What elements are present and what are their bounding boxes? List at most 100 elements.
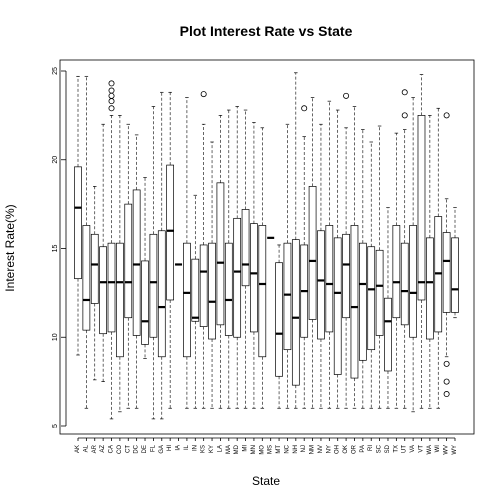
iqr-box-va: [409, 225, 417, 338]
x-tick-label-va: VA: [410, 445, 416, 453]
x-tick-label-al: AL: [83, 444, 89, 452]
box-or: [350, 106, 359, 409]
x-tick-label-nm: NM: [310, 445, 316, 454]
outlier-ca-3: [108, 87, 115, 94]
box-la: [216, 115, 225, 409]
box-ak: [74, 75, 82, 356]
iqr-box-az: [99, 246, 107, 335]
outlier-ks-0: [200, 91, 207, 98]
x-tick-label-ks: KS: [201, 445, 207, 453]
x-tick-label-de: DE: [142, 445, 148, 453]
x-tick-label-vt: VT: [418, 445, 424, 453]
box-tx: [392, 132, 401, 409]
box-co: [116, 115, 124, 413]
x-tick-label-nj: NJ: [301, 445, 307, 452]
iqr-box-or: [350, 225, 359, 379]
iqr-box-ar: [90, 233, 99, 304]
iqr-box-il: [183, 242, 191, 358]
box-series: [74, 72, 459, 420]
box-pa: [358, 129, 367, 409]
box-nh: [291, 72, 300, 409]
outlier-wv-0: [443, 391, 450, 398]
box-wa: [426, 115, 434, 409]
iqr-box-wy: [451, 237, 459, 313]
box-nm: [308, 97, 317, 409]
x-tick-label-nh: NH: [293, 445, 299, 454]
iqr-box-in: [191, 258, 200, 322]
iqr-box-de: [141, 260, 149, 345]
outlier-wv-3: [443, 112, 450, 119]
iqr-box-hi: [166, 164, 175, 301]
x-tick-label-ut: UT: [402, 445, 408, 453]
iqr-box-mi: [241, 209, 250, 287]
box-ky: [208, 141, 216, 409]
box-az: [99, 123, 107, 382]
box-ma: [224, 109, 233, 409]
iqr-box-fl: [149, 233, 158, 338]
y-axis: 5 10 15 20 25: [52, 67, 67, 428]
x-tick-label-nv: NV: [318, 445, 324, 453]
iqr-box-pa: [358, 242, 367, 361]
x-tick-label-mt: MT: [276, 445, 282, 454]
outlier-ok-0: [343, 92, 350, 99]
iqr-box-ut: [400, 242, 409, 326]
x-tick-label-ca: CA: [109, 445, 115, 453]
x-tick-label-wi: WI: [435, 445, 441, 453]
x-tick-label-mi: MI: [243, 445, 249, 452]
iqr-box-ks: [199, 244, 208, 327]
y-tick-label-3: 20: [52, 156, 59, 164]
iqr-box-oh: [333, 237, 342, 375]
iqr-box-vt: [417, 115, 426, 301]
iqr-box-tx: [392, 225, 401, 319]
box-sc: [375, 125, 384, 409]
outlier-wv-1: [443, 378, 450, 385]
box-wy: [451, 207, 459, 319]
iqr-box-dc: [132, 189, 141, 336]
box-mi: [241, 109, 250, 409]
y-tick-label-1: 10: [52, 333, 59, 341]
box-ca: [107, 80, 116, 420]
outlier-wv-2: [443, 360, 450, 367]
x-tick-label-wy: WY: [452, 445, 458, 455]
x-axis-label: State: [252, 474, 280, 488]
box-ok: [342, 92, 350, 409]
box-nc: [283, 123, 292, 409]
y-tick-label-2: 15: [52, 245, 59, 253]
x-tick-label-ia: IA: [176, 445, 182, 451]
outlier-ut-0: [401, 112, 408, 119]
x-tick-label-in: IN: [192, 445, 198, 451]
x-tick-label-ct: CT: [125, 445, 131, 453]
box-dc: [132, 134, 141, 409]
x-tick-label-oh: OH: [335, 445, 341, 454]
x-tick-label-il: IL: [184, 444, 190, 450]
x-tick-label-tx: TX: [393, 445, 399, 453]
iqr-box-ky: [208, 242, 216, 340]
iqr-box-mt: [275, 262, 283, 377]
box-al: [82, 75, 91, 409]
x-tick-label-ar: AR: [92, 444, 98, 453]
box-ct: [124, 123, 133, 409]
iqr-box-ok: [342, 233, 350, 319]
iqr-box-mn: [250, 223, 258, 333]
x-tick-label-az: AZ: [100, 445, 106, 453]
box-mt: [275, 244, 283, 409]
outlier-nj-0: [301, 105, 308, 112]
x-tick-label-ga: GA: [159, 445, 165, 454]
x-tick-label-fl: FL: [150, 444, 156, 452]
iqr-box-nh: [291, 239, 300, 386]
iqr-box-wa: [426, 237, 434, 340]
x-tick-label-pa: PA: [360, 445, 366, 453]
x-axis: AK AL AR AZ CA CO CT DC DE FL GA HI IA IL IN KS KY LA MA MD…: [75, 437, 458, 455]
y-tick-label-4: 25: [52, 67, 59, 75]
iqr-box-wv: [442, 232, 451, 313]
box-ga: [157, 91, 166, 420]
box-nj: [300, 105, 309, 409]
box-va: [409, 97, 417, 413]
x-tick-label-or: OR: [351, 444, 357, 454]
x-tick-label-sc: SC: [377, 444, 383, 453]
outlier-ut-1: [401, 89, 408, 96]
x-tick-label-wv: WV: [444, 445, 450, 455]
iqr-box-co: [116, 242, 124, 358]
outlier-ca-2: [108, 92, 115, 99]
